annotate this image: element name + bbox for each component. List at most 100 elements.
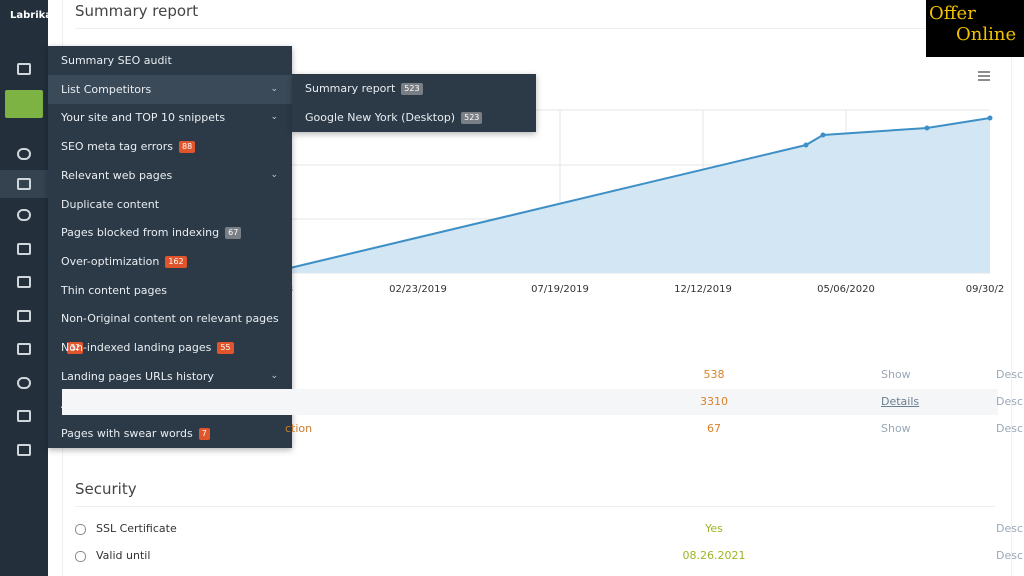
menu-label: Non-Original content on relevant pages (61, 312, 279, 326)
menu-item[interactable]: Pages with swear words 7 (48, 419, 292, 448)
row-value: 08.26.2021 (682, 549, 746, 562)
badge: 523 (401, 83, 423, 95)
chevron: ⌄ (270, 112, 278, 123)
menu-item[interactable]: Summary SEO audit (48, 46, 292, 75)
badge: 88 (179, 141, 196, 154)
table-row: ction 67 Show Description (62, 416, 1024, 442)
menu-label: Relevant web pages (61, 168, 173, 182)
menu-label: Pages with swear words (61, 427, 193, 441)
menu-label: Pages blocked from indexing (61, 226, 220, 240)
brand: Labrika (10, 10, 53, 21)
menu-label: Google New York (Desktop) (305, 110, 456, 124)
row-description[interactable]: Description (996, 368, 1024, 381)
row-icon (75, 524, 86, 535)
row-value: 3310 (700, 395, 728, 408)
security-row: SSL Certificate Yes Description (62, 516, 1024, 542)
badge: 162 (165, 255, 187, 268)
row-action[interactable]: Details (881, 395, 920, 408)
menu-item[interactable]: Relevant web pages ⌄ (48, 161, 292, 190)
x-tick-label: 12/12/2019 (674, 284, 732, 295)
menu-item[interactable]: Non-Original content on relevant pages 32 (48, 304, 292, 355)
icon[interactable] (17, 377, 31, 389)
row-value: 67 (707, 422, 721, 435)
menu-label: Landing pages URLs history (61, 369, 214, 383)
row-description[interactable]: Description (996, 395, 1024, 408)
divider (75, 28, 995, 29)
menu-item[interactable]: Your site and TOP 10 snippets ⌄ (48, 103, 292, 132)
row-description[interactable]: Description (996, 549, 1024, 562)
chevron: ⌄ (270, 169, 278, 180)
menu-item[interactable]: Thin content pages (48, 276, 292, 305)
row-action[interactable]: Show (881, 422, 911, 435)
area (290, 118, 990, 273)
menu-item[interactable]: Over-optimization 162 (48, 247, 292, 276)
icon[interactable] (17, 343, 31, 355)
point (924, 125, 930, 131)
refresh-button[interactable] (5, 90, 43, 118)
row-value: Yes (705, 522, 723, 535)
menu-label: Thin content pages (61, 283, 168, 297)
badge: 7 (198, 428, 210, 441)
badge: 523 (461, 111, 483, 124)
menu-label: Non-indexed landing pages (61, 341, 212, 354)
logo-line1: Offer (929, 3, 976, 24)
menu-item[interactable]: Duplicate content (48, 190, 292, 219)
menu-item[interactable]: SEO meta tag errors 88 (48, 132, 292, 161)
section-title: Security (75, 480, 137, 498)
table-row: 3310 Details Description (62, 389, 1024, 415)
chevron: ⌄ (270, 370, 278, 381)
icon[interactable] (17, 310, 31, 322)
x-tick-label: 09/30/2 (966, 284, 1005, 295)
menu-item[interactable]: Pages blocked from indexing 67 (48, 218, 292, 247)
icon[interactable] (17, 178, 31, 190)
dropdown-menu: Summary SEO audit List Competitors ⌄ Your s… (48, 46, 292, 448)
logo: Offer Online (926, 0, 1024, 57)
page-title: Summary report (75, 2, 199, 20)
x-tick-label: 05/06/2020 (817, 284, 875, 295)
menu-label: Summary SEO audit (61, 54, 172, 67)
icon[interactable] (17, 444, 31, 456)
menu-item[interactable]: Summary report 523 (292, 74, 536, 103)
submenu: Summary report 523 Google New York (Deskto… (292, 74, 536, 132)
chart: 302/23/201907/19/201912/12/201905/06/202… (287, 71, 1005, 295)
table-row: 538 Show Description (62, 362, 1024, 388)
menu-label: Your site and TOP 10 snippets (61, 111, 226, 125)
menu-label: SEO meta tag errors (61, 140, 174, 154)
row-action[interactable]: Show (881, 368, 911, 381)
divider (75, 506, 995, 507)
icon[interactable] (17, 148, 31, 160)
icon[interactable] (17, 276, 31, 288)
point (803, 142, 809, 148)
icon[interactable] (17, 63, 31, 75)
row-description[interactable]: Description (996, 522, 1024, 535)
row-icon (75, 551, 86, 562)
badge: 32 (67, 342, 84, 355)
security-row: Valid until 08.26.2021 Description (62, 543, 1024, 569)
menu-item[interactable]: Non-indexed landing pages 55 (48, 333, 292, 362)
icon[interactable] (17, 243, 31, 255)
chevron: ⌄ (270, 83, 278, 94)
menu-label: Duplicate content (61, 197, 160, 211)
logo-line2: Online (956, 24, 1017, 45)
icon[interactable] (17, 410, 31, 422)
sidebar: Labrika (0, 0, 52, 576)
row-label: SSL Certificate (96, 522, 177, 535)
menu-label: Over-optimization (61, 254, 160, 268)
point (820, 132, 826, 138)
point (987, 115, 993, 121)
x-tick-label: 02/23/2019 (389, 284, 447, 295)
menu-item[interactable]: Landing pages URLs history ⌄ (48, 362, 292, 391)
row-value: 538 (703, 368, 725, 381)
menu-label: List Competitors (61, 82, 152, 96)
menu-item[interactable]: Google New York (Desktop) 523 (292, 103, 536, 132)
badge: 67 (225, 227, 242, 240)
row-description[interactable]: Description (996, 422, 1024, 435)
badge: 55 (217, 342, 234, 354)
active-icon[interactable] (0, 170, 48, 198)
x-tick-label: 07/19/2019 (531, 284, 589, 295)
chart-menu-icon[interactable] (978, 71, 990, 81)
row-label: ction (285, 422, 313, 435)
menu-item[interactable]: List Competitors ⌄ (48, 74, 292, 104)
icon[interactable] (17, 209, 31, 221)
